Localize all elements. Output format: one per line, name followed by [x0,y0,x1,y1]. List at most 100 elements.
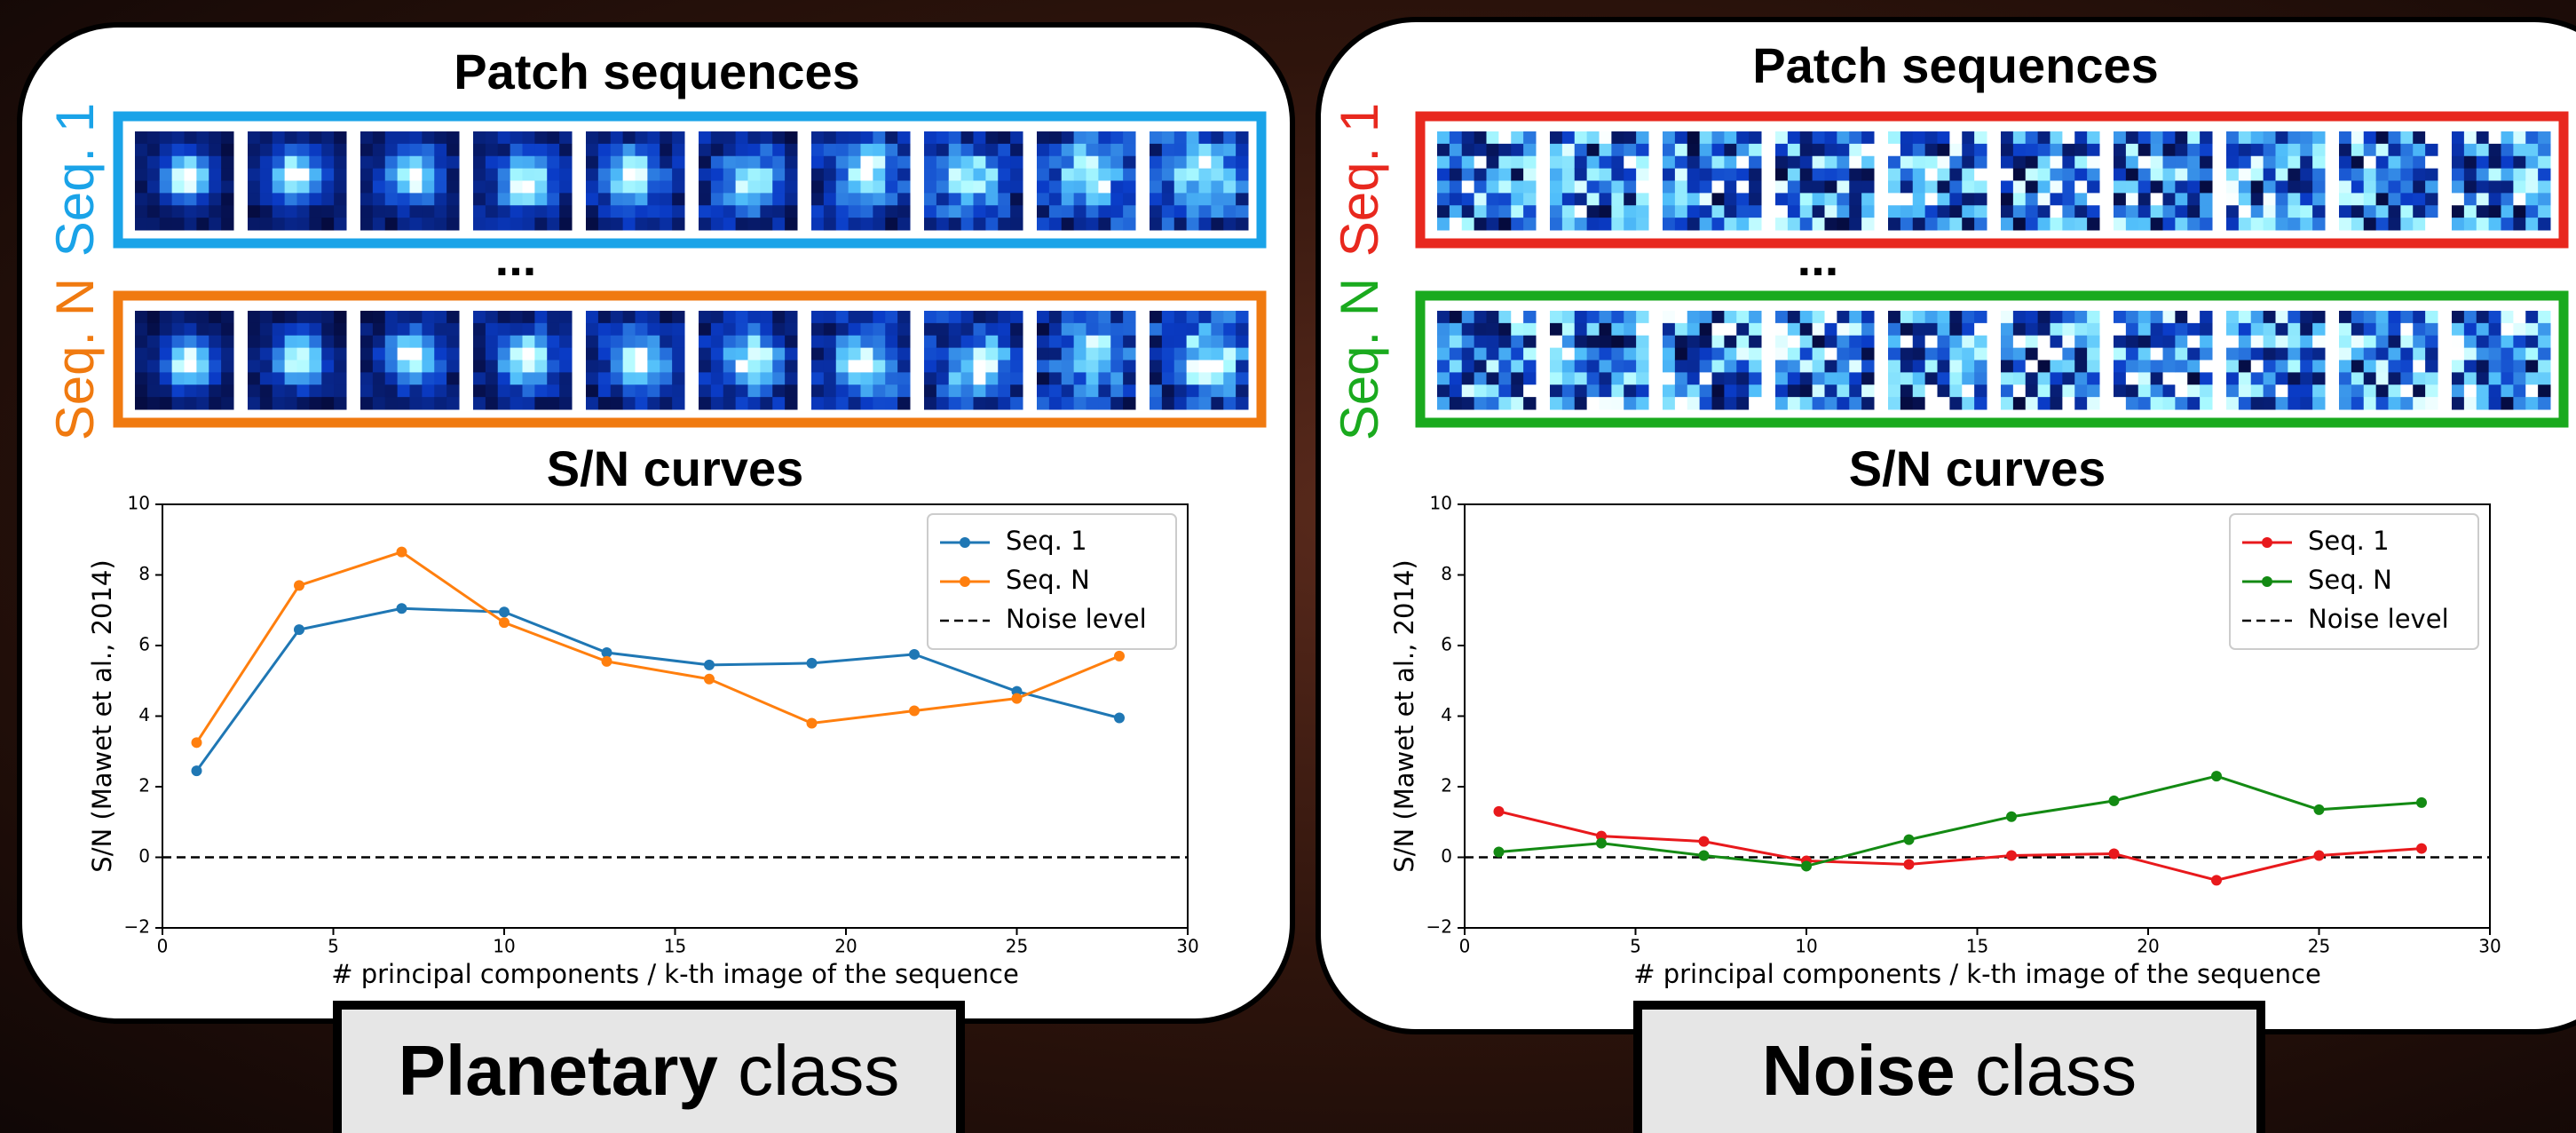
patch-pixel [1712,169,1725,181]
patch-pixel [772,360,785,373]
patch-pixel [422,323,434,336]
patch-pixel [748,323,761,336]
patch-pixel [172,336,185,348]
patch-pixel [2087,384,2099,397]
patch-pixel [2464,193,2477,205]
patch-pixel [1562,311,1575,323]
patch-pixel [2200,311,2212,323]
patch-pixel [1687,193,1700,205]
patch-pixel [924,323,936,336]
patch-pixel [623,372,636,384]
patch-pixel [559,193,572,205]
patch-pixel [1888,205,1900,218]
patch-pixel [2288,384,2300,397]
patch-pixel [196,397,209,409]
patch-pixel [2276,348,2288,360]
patch-pixel [273,348,285,360]
patch-pixel [772,372,785,384]
patch-pixel [636,311,648,323]
patch-pixel [1825,372,1837,384]
patch-pixel [647,144,660,156]
patch-pixel [1861,156,1874,169]
patch-pixel [547,323,559,336]
patch-pixel [647,193,660,205]
data-point [1494,806,1505,817]
patch-pixel [1437,311,1450,323]
patch-pixel [1187,348,1199,360]
patch-pixel [2251,397,2264,409]
patch-pixel [1062,156,1074,169]
patch-pixel [1562,218,1575,230]
patch-pixel [711,360,723,373]
patch-pixel [1837,384,1849,397]
patch-pixel [297,169,310,181]
patch-pixel [861,144,873,156]
patch-pixel [1010,397,1023,409]
patch-pixel [2425,311,2438,323]
patch [2452,131,2551,231]
patch-pixel [1837,218,1849,230]
patch-pixel [1123,169,1135,181]
patch-pixel [1888,372,1900,384]
patch-pixel [1162,218,1174,230]
patch-pixel [248,311,260,323]
patch-pixel [1462,336,1474,348]
patch-pixel [2413,397,2425,409]
patch-pixel [1236,218,1248,230]
patch-pixel [185,205,197,218]
patch-pixel [321,348,334,360]
patch-pixel [1800,193,1813,205]
patch [1775,131,1875,231]
patch-pixel [1123,384,1135,397]
patch-pixel [147,311,160,323]
patch-pixel [2038,397,2051,409]
patch-pixel [273,384,285,397]
patch-pixel [861,156,873,169]
patch-pixel [1974,205,1987,218]
patch-pixel [1223,336,1236,348]
patch-pixel [748,348,761,360]
patch-pixel [1861,397,1874,409]
patch-pixel [373,360,385,373]
patch-pixel [598,336,611,348]
data-point [1114,712,1125,723]
patch-pixel [2087,131,2099,144]
patch-pixel [147,181,160,194]
patch-pixel [1675,384,1687,397]
patch-pixel [1636,360,1648,373]
patch-pixel [2364,156,2376,169]
patch-pixel [2501,156,2514,169]
patch-pixel [2312,131,2325,144]
patch-pixel [1788,131,1800,144]
patch-pixel [1775,348,1788,360]
patch-pixel [2175,397,2187,409]
patch-pixel [2138,360,2151,373]
patch-pixel [1888,156,1900,169]
patch-pixel [1123,156,1135,169]
patch-pixel [1736,397,1749,409]
patch-pixel [1187,169,1199,181]
patch-pixel [2200,397,2212,409]
patch-pixel [672,181,684,194]
patch-pixel [2513,323,2525,336]
patch-pixel [1174,384,1187,397]
patch-pixel [1700,384,1712,397]
patch-pixel [135,311,147,323]
patch-pixel [297,360,310,373]
patch-pixel [2175,372,2187,384]
patch-pixel [2413,144,2425,156]
legend-marker [960,537,970,548]
patch-pixel [1913,360,1925,373]
patch-pixel [1450,397,1462,409]
patch-pixel [1813,156,1825,169]
patch-pixel [2452,181,2464,194]
patch-pixel [1611,218,1624,230]
patch-pixel [1450,323,1462,336]
patch-pixel [772,397,785,409]
patch-pixel [147,156,160,169]
patch-pixel [2239,218,2251,230]
patch-pixel [2264,169,2276,181]
patch-pixel [1098,144,1110,156]
patch-pixel [1010,144,1023,156]
patch-pixel [1062,169,1074,181]
